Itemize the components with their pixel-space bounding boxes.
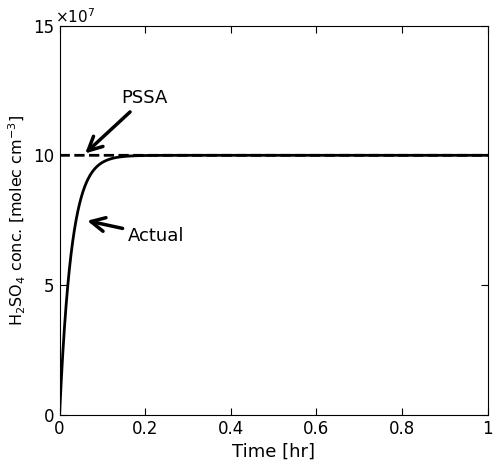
Text: PSSA: PSSA — [88, 89, 168, 151]
Text: $\times 10^7$: $\times 10^7$ — [56, 7, 96, 26]
X-axis label: Time [hr]: Time [hr] — [232, 443, 315, 461]
Text: Actual: Actual — [91, 218, 184, 245]
Y-axis label: H$_2$SO$_4$ conc. [molec cm$^{-3}$]: H$_2$SO$_4$ conc. [molec cm$^{-3}$] — [7, 115, 28, 326]
